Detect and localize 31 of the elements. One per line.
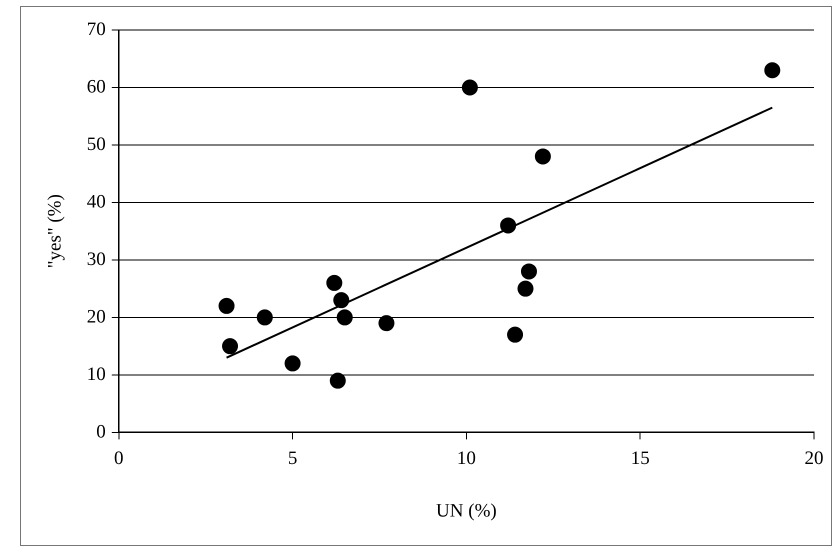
x-tick-label: 15: [630, 448, 650, 469]
y-tick-label: 70: [86, 18, 106, 40]
point: [326, 274, 342, 291]
point: [534, 148, 551, 164]
x-tick-label: 20: [804, 448, 824, 469]
y-tick-label: 60: [86, 76, 106, 98]
x-tick-label: 5: [288, 448, 298, 469]
point: [517, 280, 534, 297]
point: [284, 355, 301, 372]
y-tick-label: 0: [96, 421, 106, 442]
point: [333, 292, 350, 308]
point: [256, 309, 273, 326]
point: [764, 62, 780, 78]
point: [378, 315, 394, 332]
x-tick-label: 10: [456, 448, 476, 469]
point: [218, 298, 235, 314]
point: [462, 79, 478, 96]
point: [507, 326, 524, 343]
point: [500, 217, 516, 234]
y-tick-label: 40: [86, 191, 106, 212]
x-axis-title: UN (%): [436, 500, 497, 522]
y-tick-label: 30: [86, 248, 106, 270]
point: [336, 309, 353, 326]
x-tick-label: 0: [114, 448, 124, 469]
y-tick-label: 20: [86, 306, 106, 328]
point: [520, 263, 537, 280]
point: [222, 338, 238, 354]
y-tick-label: 50: [86, 134, 106, 155]
y-axis-title: "yes" (%): [44, 194, 66, 268]
y-tick-label: 10: [86, 364, 106, 385]
point: [330, 372, 346, 389]
